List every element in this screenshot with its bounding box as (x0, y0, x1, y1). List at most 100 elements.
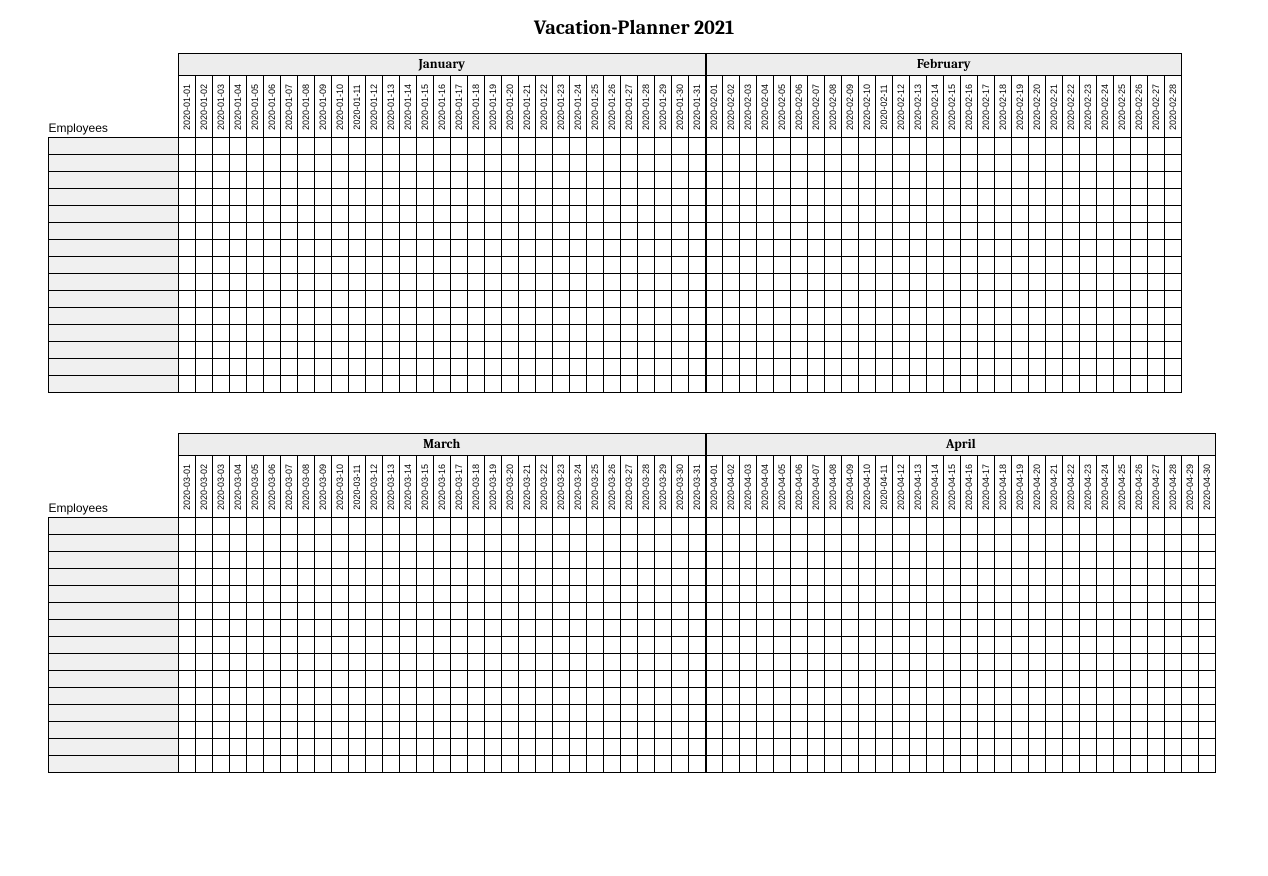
day-cell[interactable] (332, 688, 349, 705)
day-cell[interactable] (281, 274, 298, 291)
day-cell[interactable] (1182, 569, 1199, 586)
day-cell[interactable] (1046, 138, 1063, 155)
day-cell[interactable] (230, 705, 247, 722)
day-cell[interactable] (808, 552, 825, 569)
day-cell[interactable] (230, 342, 247, 359)
day-cell[interactable] (757, 552, 774, 569)
day-cell[interactable] (1080, 223, 1097, 240)
day-cell[interactable] (519, 206, 536, 223)
day-cell[interactable] (553, 138, 570, 155)
day-cell[interactable] (383, 359, 400, 376)
day-cell[interactable] (587, 206, 604, 223)
day-cell[interactable] (264, 518, 281, 535)
day-cell[interactable] (400, 569, 417, 586)
day-cell[interactable] (672, 189, 689, 206)
day-cell[interactable] (825, 257, 842, 274)
day-cell[interactable] (281, 325, 298, 342)
day-cell[interactable] (1165, 291, 1182, 308)
day-cell[interactable] (468, 189, 485, 206)
day-cell[interactable] (1114, 359, 1131, 376)
day-cell[interactable] (502, 206, 519, 223)
day-cell[interactable] (587, 518, 604, 535)
day-cell[interactable] (757, 569, 774, 586)
day-cell[interactable] (349, 705, 366, 722)
day-cell[interactable] (383, 756, 400, 773)
day-cell[interactable] (587, 359, 604, 376)
day-cell[interactable] (434, 342, 451, 359)
day-cell[interactable] (1165, 376, 1182, 393)
day-cell[interactable] (655, 671, 672, 688)
day-cell[interactable] (1080, 654, 1097, 671)
day-cell[interactable] (536, 739, 553, 756)
day-cell[interactable] (944, 569, 961, 586)
day-cell[interactable] (1063, 376, 1080, 393)
day-cell[interactable] (502, 535, 519, 552)
day-cell[interactable] (468, 376, 485, 393)
day-cell[interactable] (434, 756, 451, 773)
day-cell[interactable] (1080, 722, 1097, 739)
day-cell[interactable] (774, 223, 791, 240)
day-cell[interactable] (434, 359, 451, 376)
day-cell[interactable] (468, 325, 485, 342)
day-cell[interactable] (859, 586, 876, 603)
day-cell[interactable] (859, 637, 876, 654)
day-cell[interactable] (1148, 257, 1165, 274)
day-cell[interactable] (519, 569, 536, 586)
day-cell[interactable] (1063, 172, 1080, 189)
day-cell[interactable] (213, 359, 230, 376)
day-cell[interactable] (621, 172, 638, 189)
day-cell[interactable] (179, 206, 196, 223)
day-cell[interactable] (502, 308, 519, 325)
day-cell[interactable] (774, 722, 791, 739)
day-cell[interactable] (553, 376, 570, 393)
day-cell[interactable] (655, 189, 672, 206)
day-cell[interactable] (910, 722, 927, 739)
day-cell[interactable] (247, 654, 264, 671)
day-cell[interactable] (1063, 722, 1080, 739)
day-cell[interactable] (1080, 552, 1097, 569)
day-cell[interactable] (230, 359, 247, 376)
day-cell[interactable] (298, 586, 315, 603)
day-cell[interactable] (825, 359, 842, 376)
day-cell[interactable] (689, 756, 706, 773)
day-cell[interactable] (961, 603, 978, 620)
day-cell[interactable] (570, 739, 587, 756)
day-cell[interactable] (859, 688, 876, 705)
day-cell[interactable] (417, 620, 434, 637)
day-cell[interactable] (332, 325, 349, 342)
day-cell[interactable] (859, 155, 876, 172)
day-cell[interactable] (723, 535, 740, 552)
day-cell[interactable] (332, 155, 349, 172)
day-cell[interactable] (723, 739, 740, 756)
day-cell[interactable] (1012, 756, 1029, 773)
day-cell[interactable] (774, 359, 791, 376)
day-cell[interactable] (502, 739, 519, 756)
day-cell[interactable] (1131, 603, 1148, 620)
day-cell[interactable] (842, 637, 859, 654)
day-cell[interactable] (1063, 620, 1080, 637)
day-cell[interactable] (298, 206, 315, 223)
day-cell[interactable] (570, 223, 587, 240)
day-cell[interactable] (196, 518, 213, 535)
day-cell[interactable] (927, 257, 944, 274)
day-cell[interactable] (604, 291, 621, 308)
day-cell[interactable] (995, 637, 1012, 654)
day-cell[interactable] (502, 376, 519, 393)
day-cell[interactable] (706, 756, 723, 773)
day-cell[interactable] (1165, 342, 1182, 359)
day-cell[interactable] (468, 569, 485, 586)
day-cell[interactable] (944, 172, 961, 189)
day-cell[interactable] (451, 654, 468, 671)
day-cell[interactable] (1114, 586, 1131, 603)
day-cell[interactable] (995, 206, 1012, 223)
day-cell[interactable] (247, 138, 264, 155)
day-cell[interactable] (689, 586, 706, 603)
day-cell[interactable] (383, 206, 400, 223)
day-cell[interactable] (315, 569, 332, 586)
day-cell[interactable] (1182, 586, 1199, 603)
day-cell[interactable] (349, 291, 366, 308)
day-cell[interactable] (383, 620, 400, 637)
day-cell[interactable] (315, 705, 332, 722)
day-cell[interactable] (638, 705, 655, 722)
day-cell[interactable] (791, 535, 808, 552)
